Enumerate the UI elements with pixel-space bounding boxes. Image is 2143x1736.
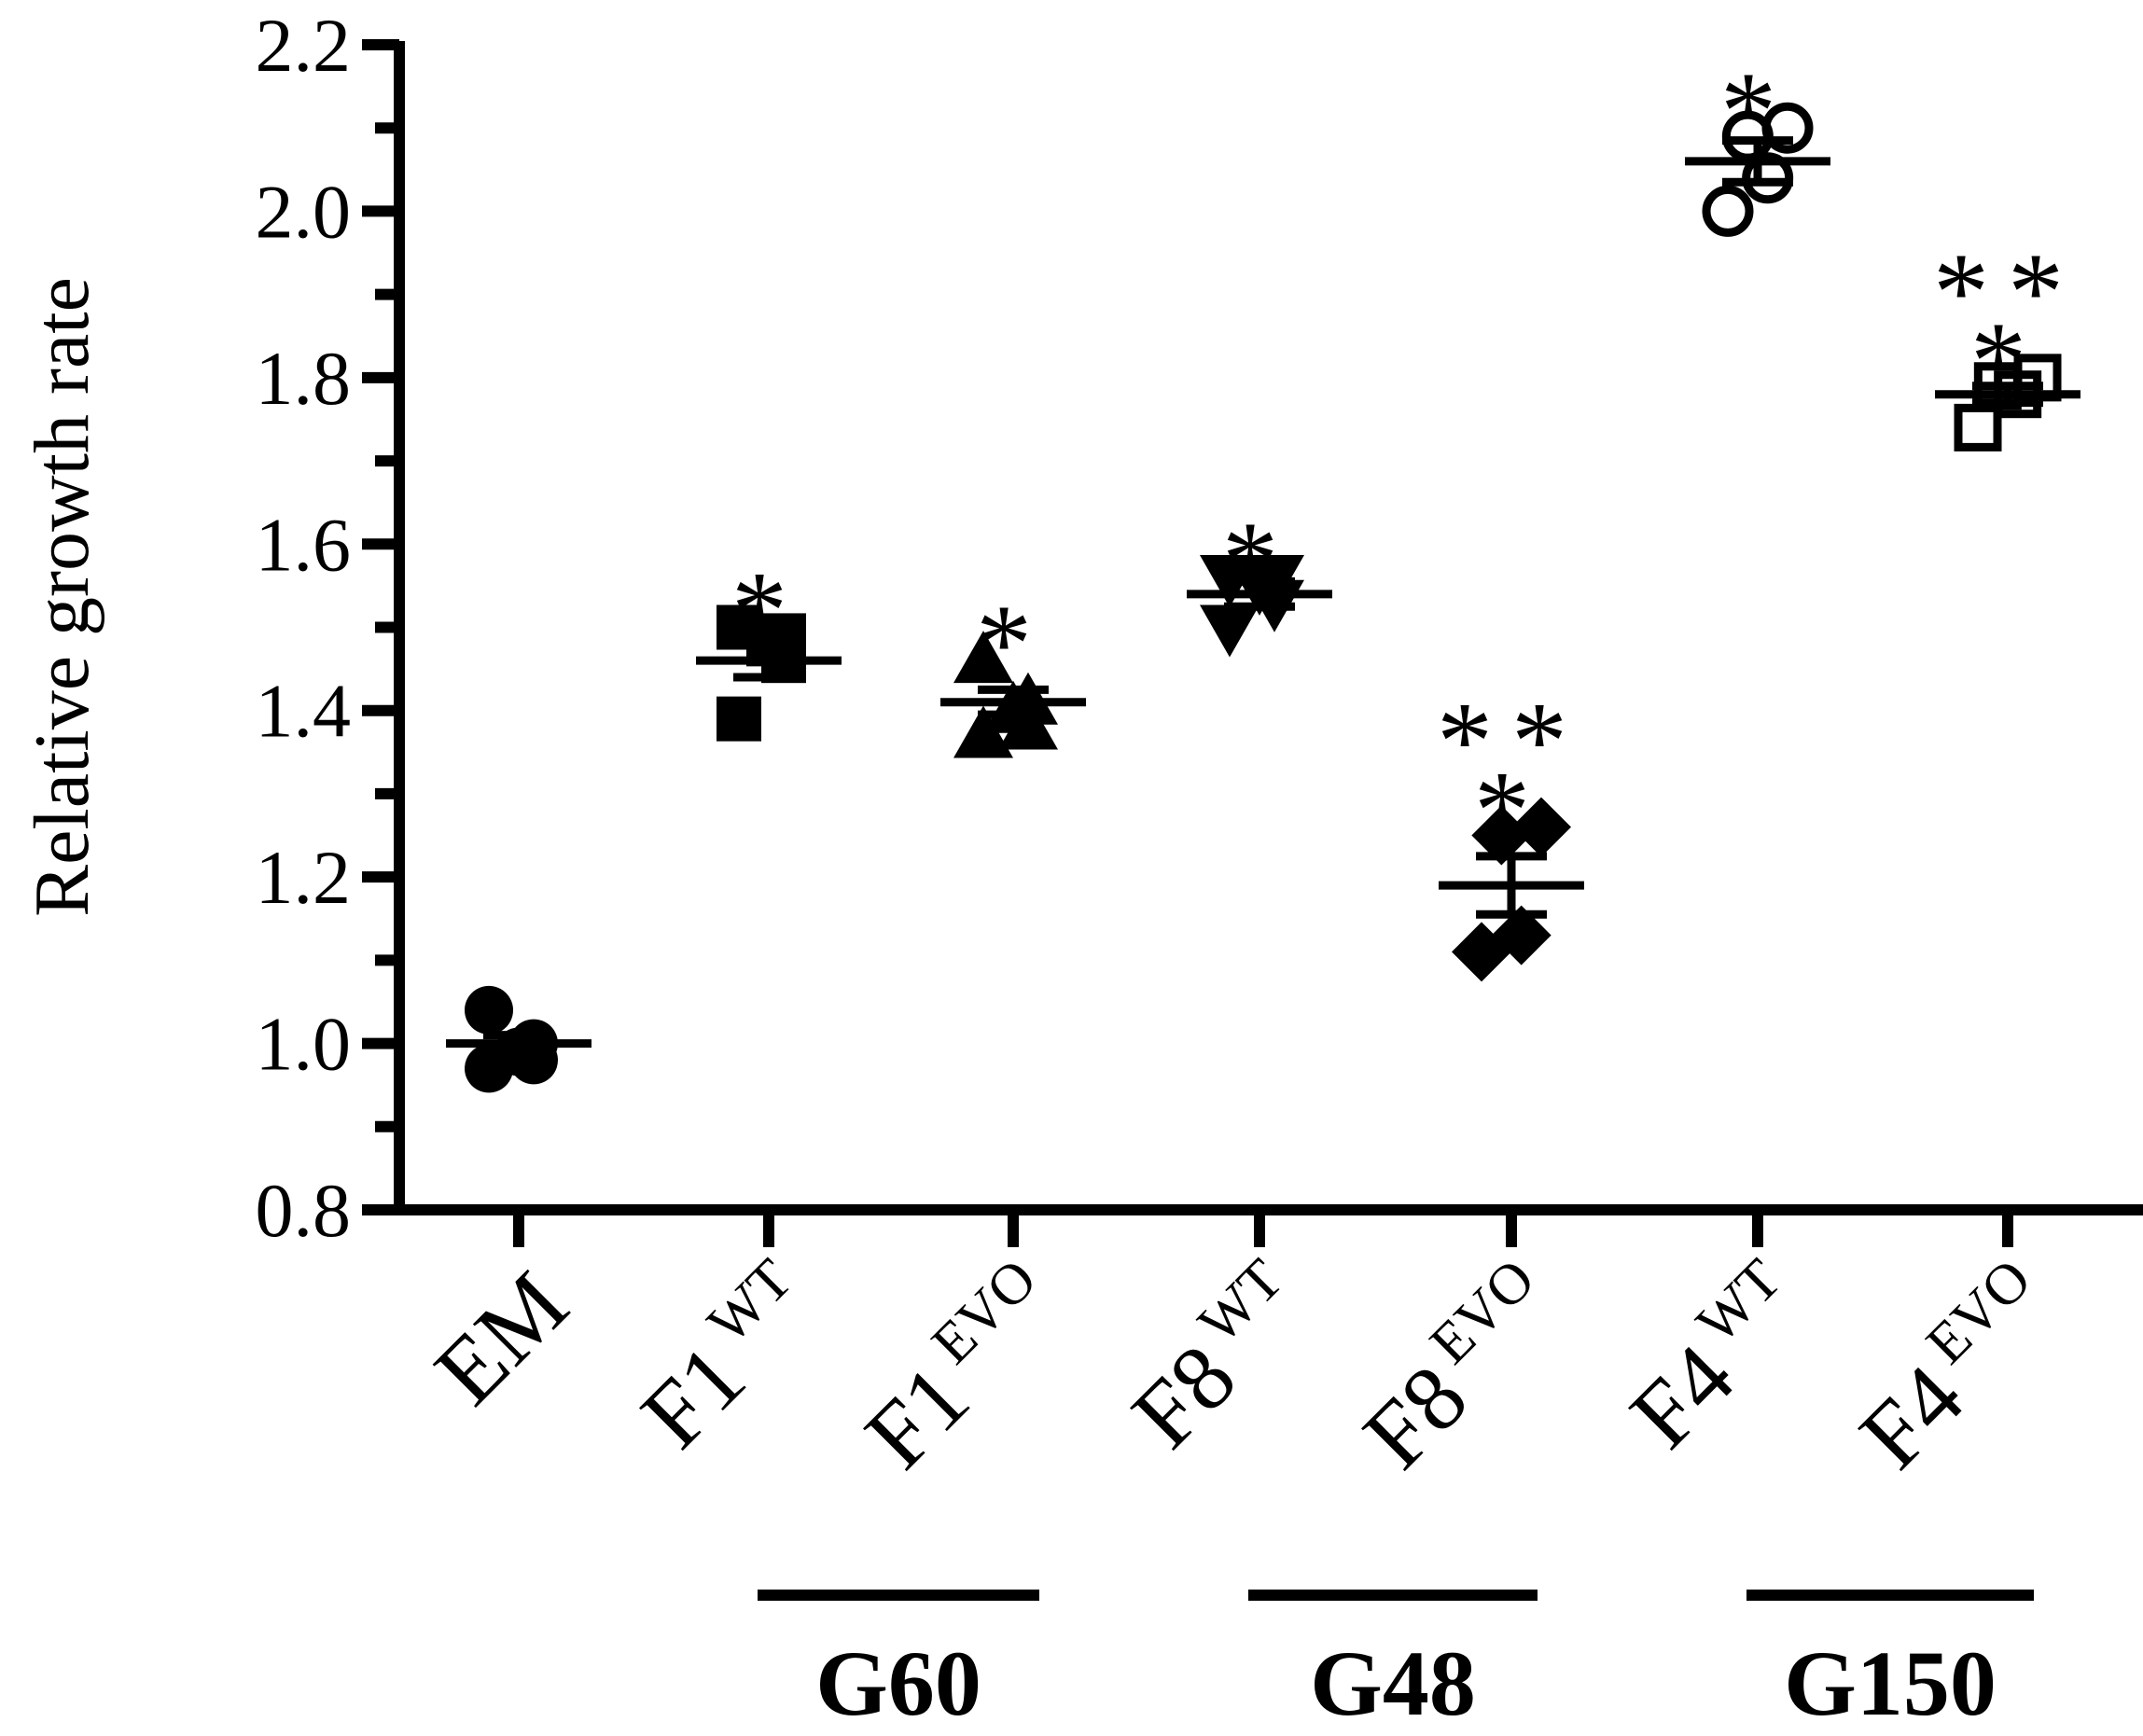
data-point xyxy=(1761,102,1814,154)
y-tick-label: 2.0 xyxy=(256,169,352,254)
x-tick-label: F8EVO xyxy=(1339,1247,1579,1488)
data-point xyxy=(465,985,513,1035)
y-tick-label: 1.0 xyxy=(256,1002,352,1087)
x-tick-label: EM xyxy=(415,1252,588,1424)
y-axis-label: Relative growth rate xyxy=(19,277,105,917)
x-tick-label: F1WT xyxy=(617,1247,837,1467)
significance-mark: * xyxy=(1222,498,1297,622)
data-point xyxy=(1200,604,1259,658)
x-tick-label-superscript: EVO xyxy=(1914,1247,2043,1376)
y-tick-label: 1.8 xyxy=(256,336,352,421)
significance-mark: * xyxy=(731,549,806,673)
x-tick-label-superscript: EVO xyxy=(1418,1247,1547,1376)
group-label: G60 xyxy=(815,1632,981,1735)
x-tick-label: F4WT xyxy=(1606,1247,1826,1467)
y-tick-label: 0.8 xyxy=(256,1168,352,1253)
x-tick-label: F1EVO xyxy=(841,1247,1081,1488)
data-point xyxy=(953,705,1013,758)
data-point xyxy=(1471,805,1532,866)
series-group xyxy=(940,631,1086,758)
x-tick-label-superscript: EVO xyxy=(920,1247,1049,1376)
x-tick-label-superscript: WT xyxy=(1187,1247,1295,1355)
series-group xyxy=(446,985,591,1093)
series-group xyxy=(1187,554,1332,658)
data-point xyxy=(1511,797,1571,857)
group-label: G48 xyxy=(1310,1632,1476,1735)
series-group xyxy=(1439,797,1584,982)
significance-mark: ** xyxy=(1437,679,1586,803)
series-group xyxy=(1935,354,2080,451)
y-tick-label: 1.4 xyxy=(256,669,352,754)
x-tick-label-superscript: WT xyxy=(696,1247,804,1355)
x-tick-label: F8WT xyxy=(1107,1247,1328,1467)
data-point xyxy=(1491,905,1552,965)
group-label: G150 xyxy=(1784,1632,1997,1735)
series-group xyxy=(696,604,842,742)
data-point xyxy=(953,631,1013,684)
y-tick-label: 1.6 xyxy=(256,502,352,587)
series-group xyxy=(1685,102,1830,237)
significance-mark: * xyxy=(1720,49,1795,173)
y-tick-label: 1.2 xyxy=(256,835,352,920)
significance-mark: ** xyxy=(1933,229,2082,354)
data-point xyxy=(1702,185,1754,237)
significance-mark: * xyxy=(1474,748,1549,872)
significance-mark: * xyxy=(1970,299,2045,423)
x-tick-label-base: EM xyxy=(415,1252,588,1424)
significance-mark: * xyxy=(976,581,1051,705)
x-tick-label-superscript: WT xyxy=(1685,1247,1793,1355)
x-tick-label: F4EVO xyxy=(1835,1247,2076,1488)
y-tick-label: 2.2 xyxy=(256,3,352,88)
data-point xyxy=(717,696,761,742)
